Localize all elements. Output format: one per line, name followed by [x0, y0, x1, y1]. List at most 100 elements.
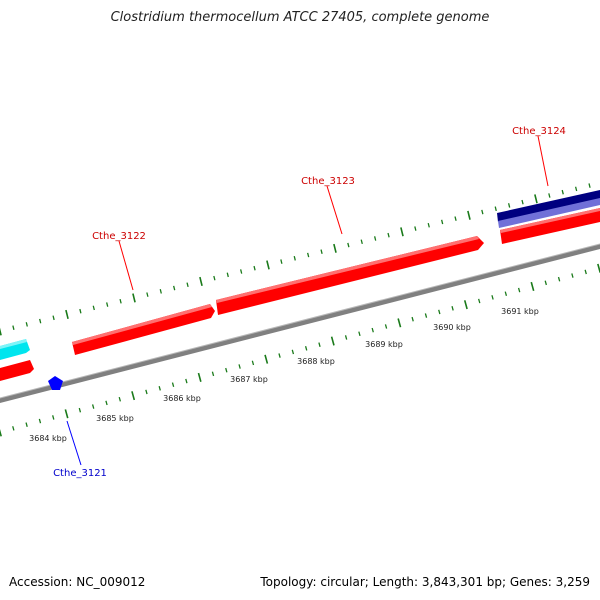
minor-tick	[371, 327, 374, 333]
kbp-label: 3685 kbp	[96, 414, 134, 423]
gene-feature-cthe-3121[interactable]	[48, 376, 63, 390]
minor-tick	[38, 418, 42, 424]
gene-feature-navy[interactable]	[497, 190, 600, 222]
minor-tick	[186, 282, 189, 288]
gene-label-cthe-3123[interactable]: Cthe_3123	[301, 176, 355, 187]
minor-tick	[25, 422, 28, 428]
callout-line-cthe-3124	[537, 135, 549, 187]
major-tick	[199, 276, 203, 286]
minor-tick	[52, 315, 55, 321]
minor-tick	[238, 364, 241, 369]
minor-tick	[491, 295, 494, 300]
gene-feature-red-left[interactable]	[0, 360, 34, 381]
major-tick	[266, 260, 270, 270]
topology-label: Topology: circular; Length: 3,843,301 bp…	[260, 575, 590, 589]
minor-tick	[145, 389, 148, 395]
major-tick	[397, 318, 402, 328]
minor-tick	[320, 249, 323, 254]
minor-tick	[358, 331, 361, 337]
minor-tick	[293, 255, 296, 261]
minor-tick	[360, 239, 363, 245]
minor-tick	[571, 273, 574, 278]
major-tick	[330, 336, 335, 346]
minor-tick	[344, 335, 348, 340]
minor-tick	[25, 322, 28, 327]
kbp-label: 3684 kbp	[29, 434, 67, 443]
minor-tick	[561, 189, 564, 195]
gene-label-cthe-3121[interactable]: Cthe_3121	[53, 468, 107, 479]
gene-features	[0, 190, 600, 390]
minor-tick	[240, 269, 243, 274]
minor-tick	[39, 318, 42, 324]
major-tick	[64, 409, 69, 419]
gene-feature-cthe-3124[interactable]	[500, 208, 600, 244]
major-tick	[0, 428, 2, 437]
minor-tick	[517, 287, 521, 293]
minor-tick	[119, 298, 122, 304]
upper-tick-track	[0, 183, 591, 336]
minor-tick	[78, 407, 82, 413]
major-tick	[197, 372, 202, 382]
minor-tick	[213, 275, 216, 281]
backbone	[0, 243, 600, 403]
major-tick	[132, 293, 136, 303]
accession-label: Accession: NC_009012	[9, 575, 146, 589]
minor-tick	[159, 289, 162, 294]
major-tick	[333, 243, 337, 253]
minor-tick	[451, 305, 454, 311]
gene-feature-cthe-3122[interactable]	[72, 304, 215, 355]
minor-tick	[387, 232, 390, 238]
kbp-label: 3690 kbp	[433, 323, 471, 332]
kbp-label: 3691 kbp	[501, 307, 539, 316]
minor-tick	[185, 378, 188, 384]
minor-tick	[521, 199, 524, 205]
kbp-labels: 3684 kbp 3685 kbp 3686 kbp 3687 kbp 3688…	[29, 307, 539, 443]
page-title: Clostridium thermocellum ATCC 27405, com…	[110, 10, 490, 25]
minor-tick	[438, 309, 441, 315]
major-tick	[463, 300, 468, 310]
minor-tick	[478, 298, 481, 304]
minor-tick	[424, 313, 428, 318]
kbp-label: 3687 kbp	[230, 375, 268, 384]
minor-tick	[504, 291, 508, 297]
minor-tick	[414, 226, 417, 231]
gene-label-cthe-3124[interactable]: Cthe_3124	[512, 126, 566, 137]
gene-feature-cthe-3123[interactable]	[216, 236, 484, 315]
minor-tick	[307, 252, 310, 258]
minor-tick	[304, 346, 308, 351]
gene-label-cthe-3122[interactable]: Cthe_3122	[92, 231, 146, 242]
major-tick	[530, 281, 535, 292]
minor-tick	[251, 360, 255, 366]
minor-tick	[440, 219, 444, 225]
minor-tick	[211, 371, 215, 377]
callout-line-cthe-3122	[118, 240, 134, 291]
minor-tick	[225, 367, 228, 373]
major-tick	[264, 354, 269, 364]
major-tick	[467, 210, 471, 220]
gene-callout-lines	[66, 135, 549, 466]
backbone-highlight	[0, 243, 600, 399]
minor-tick	[171, 382, 175, 387]
minor-tick	[291, 349, 295, 355]
gene-labels: Cthe_3121 Cthe_3122 Cthe_3123 Cthe_3124	[53, 126, 566, 479]
minor-tick	[507, 203, 511, 208]
tick-marks	[0, 183, 600, 437]
major-tick	[0, 327, 2, 336]
minor-tick	[347, 242, 350, 248]
major-tick	[65, 309, 69, 320]
minor-tick	[79, 308, 82, 314]
minor-tick	[118, 396, 122, 402]
minor-tick	[105, 400, 108, 406]
minor-tick	[146, 292, 149, 297]
minor-tick	[548, 193, 551, 198]
major-tick	[534, 194, 538, 204]
minor-tick	[494, 206, 497, 212]
minor-tick	[92, 305, 95, 311]
minor-tick	[12, 325, 15, 330]
minor-tick	[454, 216, 457, 221]
minor-tick	[158, 386, 161, 391]
minor-tick	[557, 276, 561, 282]
minor-tick	[574, 186, 578, 192]
gene-feature-lavender[interactable]	[498, 198, 600, 228]
minor-tick	[280, 259, 283, 264]
